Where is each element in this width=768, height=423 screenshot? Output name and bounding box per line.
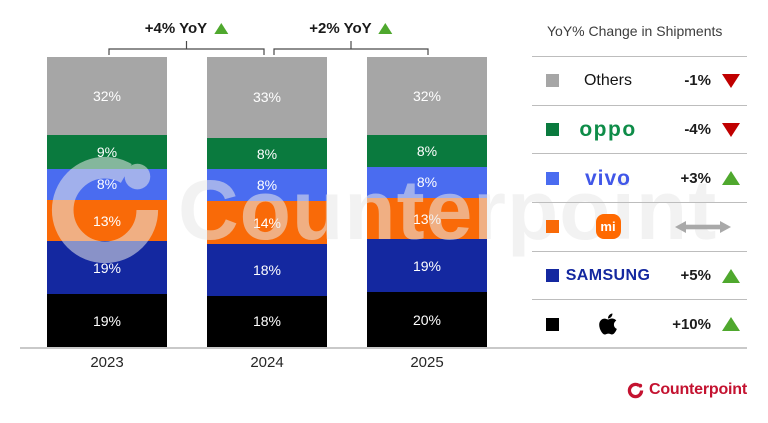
counterpoint-ring-icon	[627, 382, 644, 398]
legend-swatch-samsung	[546, 269, 559, 283]
counterpoint-logo: Counterpoint	[627, 381, 747, 399]
segment-value-label: 20%	[412, 311, 442, 328]
yoy-change-value: +5%	[680, 267, 711, 285]
trend-up-icon	[722, 171, 740, 186]
x-axis-tick-2025: 2025	[410, 354, 444, 371]
legend-swatch-oppo	[546, 123, 559, 136]
trend-up-icon	[722, 317, 740, 332]
legend-rows: Others -1% oppo -4% vivo +3% mi SAMSUNG +5% +10%	[532, 56, 747, 348]
bar-segment-oppo-2024: 8%	[207, 137, 327, 170]
xiaomi-mi-logo-icon: mi	[595, 214, 621, 240]
segment-value-label: 9%	[96, 143, 118, 160]
yoy-change-value: +3%	[680, 169, 711, 187]
segment-value-label: 33%	[252, 89, 282, 106]
segment-value-label: 8%	[416, 142, 438, 159]
bar-segment-vivo-2024: 8%	[207, 169, 327, 202]
brand-logo-zone: SAMSUNG	[559, 267, 657, 285]
segment-value-label: 19%	[92, 312, 122, 329]
segment-value-label: 8%	[416, 174, 438, 191]
bar-segment-apple-2025: 20%	[367, 292, 487, 347]
trend-up-icon	[378, 23, 393, 34]
bar-segment-vivo-2025: 8%	[367, 166, 487, 199]
oppo-wordmark: oppo	[579, 118, 637, 141]
bar-segment-others-2023: 32%	[47, 57, 167, 136]
segment-value-label: 19%	[412, 257, 442, 274]
stacked-bar-2023: 32% 9% 8% 13% 19% 19%	[47, 57, 167, 347]
segment-value-label: 18%	[252, 313, 282, 330]
yoy-change-value: -4%	[684, 121, 711, 138]
x-axis-line	[20, 347, 747, 349]
legend-row-oppo: oppo -4%	[532, 104, 747, 154]
trend-arrow-zone	[719, 268, 743, 283]
stacked-bar-2025: 32% 8% 8% 13% 19% 20%	[367, 57, 487, 347]
bar-segment-vivo-2023: 8%	[47, 168, 167, 201]
legend-swatch-vivo	[546, 171, 559, 185]
trend-arrow-zone	[719, 73, 743, 88]
brand-logo-zone: oppo	[559, 119, 657, 140]
segment-value-label: 19%	[92, 259, 122, 276]
bar-segment-xiaomi-2023: 13%	[47, 200, 167, 242]
stacked-bar-2024: 33% 8% 8% 14% 18% 18%	[207, 57, 327, 347]
segment-value-label: 18%	[252, 262, 282, 279]
trend-arrow-zone	[719, 122, 743, 137]
segment-value-label: 13%	[92, 212, 122, 229]
yoy-annotation-2023-2024: +4% YoY	[144, 20, 229, 37]
segment-value-label: 8%	[256, 177, 278, 194]
legend-title: YoY% Change in Shipments	[547, 23, 723, 39]
legend-panel: YoY% Change in Shipments Others -1% oppo -4…	[532, 14, 747, 348]
bar-segment-others-2025: 32%	[367, 57, 487, 136]
bar-segment-apple-2023: 19%	[47, 294, 167, 347]
segment-value-label: 13%	[412, 210, 442, 227]
trend-flat-icon	[675, 220, 731, 233]
legend-swatch-xiaomi	[546, 220, 559, 234]
bar-segment-samsung-2025: 19%	[367, 239, 487, 293]
trend-up-icon	[214, 23, 229, 34]
segment-value-label: 8%	[96, 176, 118, 193]
x-axis-tick-2023: 2023	[90, 354, 124, 371]
yoy-annotation-2024-2025: +2% YoY	[309, 20, 393, 37]
bar-segment-apple-2024: 18%	[207, 295, 327, 347]
others-wordmark: Others	[583, 71, 632, 89]
yoy-change-value: +10%	[672, 315, 711, 333]
legend-row-others: Others -1%	[532, 56, 747, 105]
segment-value-label: 8%	[256, 145, 278, 162]
yoy-annotation-label: +2% YoY	[309, 20, 372, 37]
segment-value-label: 32%	[412, 88, 442, 105]
legend-swatch-apple	[546, 317, 559, 331]
segment-value-label: 14%	[252, 214, 282, 231]
counterpoint-wordmark: Counterpoint	[648, 381, 747, 398]
x-axis-tick-2024: 2024	[250, 354, 284, 371]
bar-segment-xiaomi-2024: 14%	[207, 201, 327, 245]
vivo-wordmark: vivo	[584, 166, 632, 190]
yoy-annotation-label: +4% YoY	[144, 20, 208, 37]
bar-segment-samsung-2024: 18%	[207, 244, 327, 296]
trend-arrow-zone	[719, 171, 743, 186]
segment-value-label: 32%	[92, 88, 122, 105]
brand-logo-zone: Others	[559, 72, 657, 90]
legend-swatch-others	[546, 74, 559, 88]
trend-down-icon	[722, 122, 740, 137]
brand-logo-zone: vivo	[559, 168, 657, 189]
trend-arrow-zone	[719, 317, 743, 332]
apple-logo-icon	[599, 313, 617, 335]
legend-row-apple: +10%	[532, 299, 747, 348]
brand-logo-zone	[559, 312, 657, 336]
legend-row-vivo: vivo +3%	[532, 153, 747, 202]
bar-segment-oppo-2025: 8%	[367, 135, 487, 167]
trend-up-icon	[722, 268, 740, 283]
bar-segment-others-2024: 33%	[207, 57, 327, 138]
bar-segment-oppo-2023: 9%	[47, 135, 167, 169]
legend-row-samsung: SAMSUNG +5%	[532, 250, 747, 300]
samsung-wordmark: SAMSUNG	[565, 266, 651, 284]
legend-row-xiaomi: mi	[532, 202, 747, 251]
bar-segment-samsung-2023: 19%	[47, 241, 167, 295]
brand-logo-zone: mi	[559, 214, 657, 240]
trend-down-icon	[722, 73, 740, 88]
yoy-change-value: -1%	[684, 72, 711, 90]
bar-segment-xiaomi-2025: 13%	[367, 198, 487, 240]
